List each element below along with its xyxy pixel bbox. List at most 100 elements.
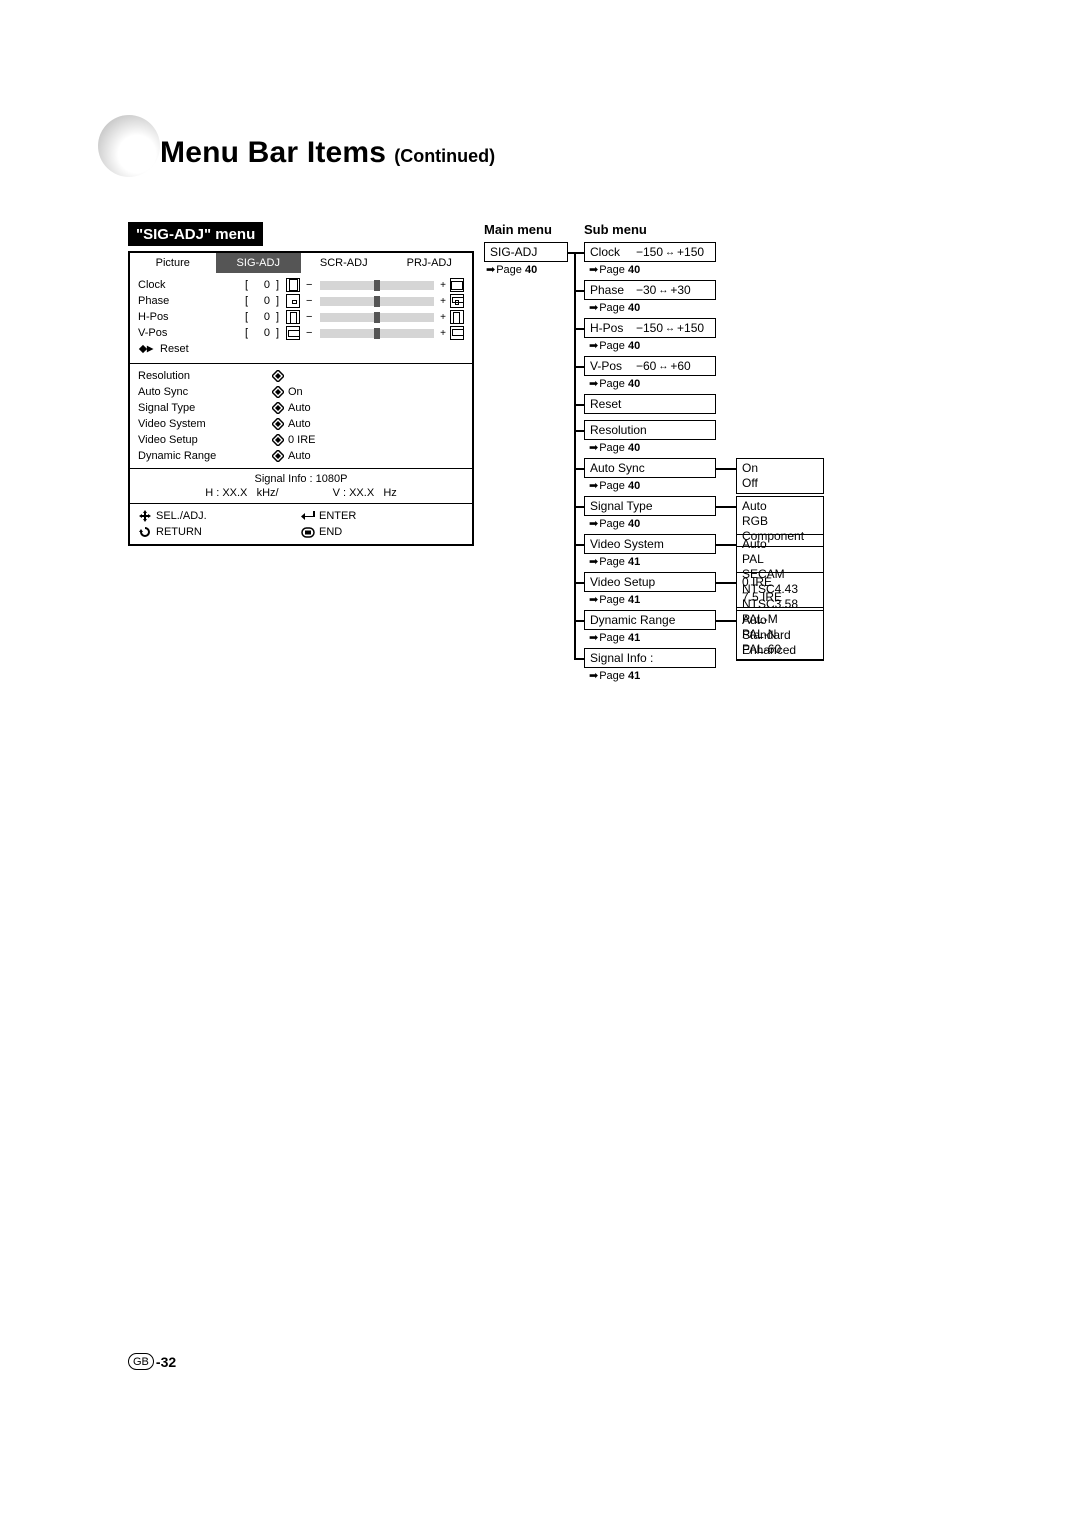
sub-page-ref: ➡Page 41 xyxy=(584,630,716,648)
arrow-right-icon xyxy=(146,344,156,354)
minus-icon: − xyxy=(304,327,314,339)
list-row[interactable]: Video SystemAuto xyxy=(138,416,464,432)
slider-track[interactable] xyxy=(320,313,434,322)
sub-page-ref: ➡Page 40 xyxy=(584,516,716,534)
phase-left-icon xyxy=(286,294,300,308)
slider-thumb[interactable] xyxy=(374,328,380,339)
foot-enter: ENTER xyxy=(301,508,464,524)
foot-end-label: END xyxy=(319,526,342,538)
osd-reset-row[interactable]: Reset xyxy=(138,341,464,357)
arrow-right-icon: ➡ xyxy=(589,518,599,530)
tab-sig-adj[interactable]: SIG-ADJ xyxy=(216,253,302,273)
main-menu-label: SIG-ADJ xyxy=(490,245,537,259)
page-corner-gradient xyxy=(98,115,160,177)
sub-item-box: Phase−30↔+30 xyxy=(584,280,716,300)
sub-menu-item: Signal Type ➡Page 40 xyxy=(584,496,716,534)
tab-picture[interactable]: Picture xyxy=(130,253,216,273)
sub-menu-item: Auto Sync➡Page 40 xyxy=(584,458,716,496)
plus-icon: + xyxy=(440,280,446,291)
clock-wide-icon xyxy=(450,278,464,292)
slider-row-vpos: V-Pos [ 0 ] − + xyxy=(138,325,464,341)
dpad-icon xyxy=(138,510,152,522)
diamond-icon xyxy=(268,450,288,462)
option-value: Auto xyxy=(742,537,818,552)
list-row[interactable]: Auto SyncOn xyxy=(138,384,464,400)
tab-scr-adj[interactable]: SCR-ADJ xyxy=(301,253,387,273)
connector-line xyxy=(716,544,736,546)
bracket-icon: ] xyxy=(276,279,282,291)
list-row[interactable]: Resolution xyxy=(138,368,464,384)
end-icon xyxy=(301,527,315,538)
double-arrow-icon: ↔ xyxy=(658,361,668,372)
arrow-right-icon: ➡ xyxy=(589,480,599,492)
bracket-icon: ] xyxy=(276,295,282,307)
vpos-up-icon xyxy=(450,326,464,340)
sub-page-ref: ➡Page 40 xyxy=(584,338,716,356)
foot-enter-label: ENTER xyxy=(319,510,356,522)
title-main: Menu Bar Items xyxy=(160,136,386,170)
slider-label: V-Pos xyxy=(138,327,238,339)
bracket-icon: ] xyxy=(276,311,282,323)
slider-track[interactable] xyxy=(320,329,434,338)
arrow-right-icon: ➡ xyxy=(589,340,599,352)
diamond-icon xyxy=(268,370,288,382)
connector-line xyxy=(574,506,584,508)
slider-thumb[interactable] xyxy=(374,296,380,307)
slider-track[interactable] xyxy=(320,281,434,290)
arrow-right-icon: ➡ xyxy=(486,264,496,276)
reset-label: Reset xyxy=(160,343,189,355)
arrow-right-icon: ➡ xyxy=(589,632,599,644)
list-item-value: Auto xyxy=(288,402,311,414)
clock-narrow-icon xyxy=(286,278,300,292)
options-box: 0 IRE7.5 IRE xyxy=(736,572,824,608)
option-value: 0 IRE xyxy=(742,575,818,590)
arrow-right-icon: ➡ xyxy=(589,442,599,454)
list-item-label: Video Setup xyxy=(138,434,268,446)
minus-icon: − xyxy=(304,311,314,323)
sub-item-label: Dynamic Range xyxy=(590,613,675,627)
slider-thumb[interactable] xyxy=(374,280,380,291)
sub-item-box: Resolution xyxy=(584,420,716,440)
plus-icon: + xyxy=(440,312,446,323)
options-box: OnOff xyxy=(736,458,824,494)
sub-menu-item: Phase−30↔+30➡Page 40 xyxy=(584,280,716,318)
slider-label: Phase xyxy=(138,295,238,307)
hpos-right-icon xyxy=(286,310,300,324)
slider-value: 0 xyxy=(252,311,272,323)
sub-page-ref: ➡Page 41 xyxy=(584,668,716,686)
minus-icon: − xyxy=(304,295,314,307)
sub-menu-item: Resolution➡Page 40 xyxy=(584,420,716,458)
foot-return: RETURN xyxy=(138,524,301,540)
sub-item-label: Phase xyxy=(590,283,636,297)
osd-box: Picture SIG-ADJ SCR-ADJ PRJ-ADJ Clock [ … xyxy=(128,251,474,546)
slider-row-clock: Clock [ 0 ] − + xyxy=(138,277,464,293)
list-row[interactable]: Dynamic RangeAuto xyxy=(138,448,464,464)
sub-item-range: −150↔+150 xyxy=(636,245,704,259)
sub-page-ref: ➡Page 41 xyxy=(584,554,716,572)
osd-list-area: ResolutionAuto SyncOnSignal TypeAutoVide… xyxy=(130,363,472,468)
list-row[interactable]: Signal TypeAuto xyxy=(138,400,464,416)
phase-right-icon xyxy=(450,294,464,308)
connector-line xyxy=(574,658,584,660)
sub-item-range: −150↔+150 xyxy=(636,321,704,335)
slider-track[interactable] xyxy=(320,297,434,306)
diamond-icon xyxy=(268,402,288,414)
osd-footer: SEL./ADJ. ENTER RETURN END xyxy=(130,503,472,544)
sub-item-label: Reset xyxy=(590,397,621,411)
options-box: AutoStandardEnhanced xyxy=(736,610,824,661)
slider-label: H-Pos xyxy=(138,311,238,323)
sub-page-ref: ➡Page 40 xyxy=(584,300,716,318)
list-row[interactable]: Video Setup0 IRE xyxy=(138,432,464,448)
slider-thumb[interactable] xyxy=(374,312,380,323)
option-value: 7.5 IRE xyxy=(742,590,818,605)
tab-prj-adj[interactable]: PRJ-ADJ xyxy=(387,253,473,273)
tree-header: Main menu Sub menu xyxy=(484,222,716,237)
sub-item-box: Dynamic Range xyxy=(584,610,716,630)
connector-line xyxy=(574,328,584,330)
connector-line xyxy=(574,366,584,368)
main-column: SIG-ADJ ➡Page 40 xyxy=(484,242,584,686)
list-item-label: Video System xyxy=(138,418,268,430)
sub-item-label: Signal Type xyxy=(590,499,653,513)
connector-line xyxy=(716,582,736,584)
signal-info-title: Signal Info : 1080P xyxy=(138,473,464,485)
